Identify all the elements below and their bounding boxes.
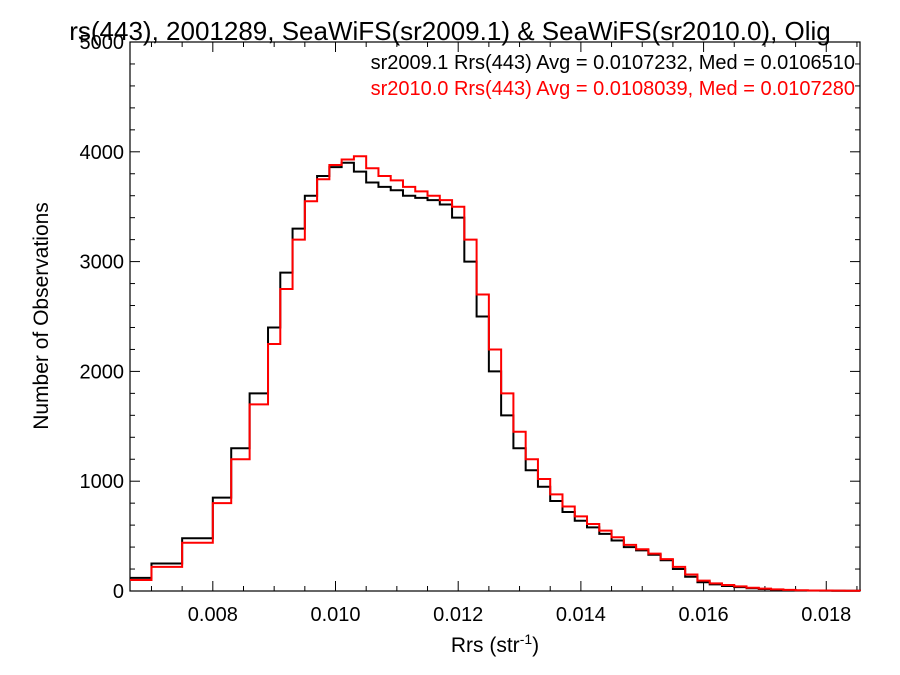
legend-entry-1: sr2009.1 Rrs(443) Avg = 0.0107232, Med =… — [371, 52, 855, 74]
x-axis-label-end: ) — [532, 634, 539, 657]
x-axis-label-sup: -1 — [520, 631, 533, 647]
y-tick-label: 5000 — [80, 32, 125, 54]
y-tick-label: 1000 — [80, 471, 125, 493]
x-tick-label: 0.012 — [433, 604, 483, 626]
plot-area — [129, 41, 861, 592]
series-layer — [130, 155, 861, 592]
x-axis-label-main: Rrs (str — [451, 634, 520, 657]
y-tick-label: 2000 — [80, 361, 125, 383]
y-tick-label: 4000 — [80, 142, 125, 164]
series-line-2 — [130, 155, 861, 592]
x-tick-label: 0.018 — [801, 604, 851, 626]
chart-title: rs(443), 2001289, SeaWiFS(sr2009.1) & Se… — [69, 16, 831, 46]
y-axis-label: Number of Observations — [30, 202, 53, 430]
x-tick-label: 0.016 — [679, 604, 729, 626]
legend: sr2009.1 Rrs(443) Avg = 0.0107232, Med =… — [371, 52, 855, 100]
axis-ticks: 0.008 0.010 0.012 0.014 0.016 0.018 0 1000 2000 3… — [80, 32, 860, 626]
y-tick-label: 3000 — [80, 252, 125, 274]
x-tick-label: 0.008 — [188, 604, 238, 626]
y-tick-label: 0 — [113, 581, 124, 603]
legend-entry-2: sr2010.0 Rrs(443) Avg = 0.0108039, Med =… — [371, 78, 855, 100]
x-tick-label: 0.010 — [310, 604, 360, 626]
series-line-1 — [130, 161, 861, 592]
x-tick-label: 0.014 — [556, 604, 606, 626]
x-axis-label: Rrs (str-1) — [451, 631, 539, 657]
